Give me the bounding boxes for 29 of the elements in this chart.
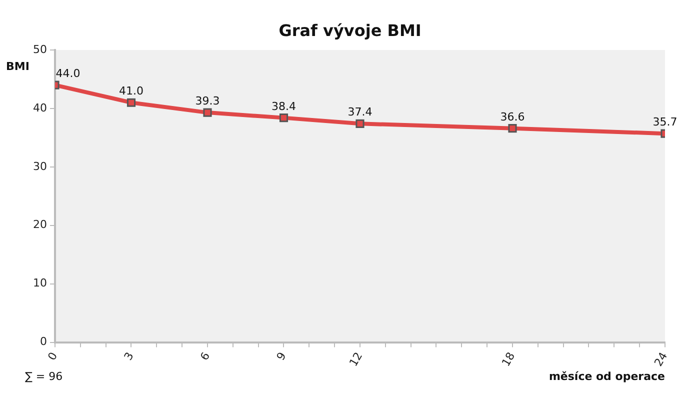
data-label: 41.0 xyxy=(118,84,144,98)
y-axis-title: BMI xyxy=(6,60,30,73)
y-tick-label: 0 xyxy=(40,335,47,348)
y-tick-label: 50 xyxy=(32,42,47,56)
y-tick-label: 10 xyxy=(32,276,47,290)
point xyxy=(508,124,517,133)
x-tick-label: 3 xyxy=(122,350,136,363)
text: ∑ = 96 xyxy=(25,370,63,383)
x-tick-label: 6 xyxy=(198,350,213,363)
y-tick-label: 20 xyxy=(32,218,47,232)
x-tick-label: 0 xyxy=(45,350,60,363)
y-tick-label: 40 xyxy=(32,101,47,114)
data-label: 36.6 xyxy=(500,110,525,124)
data-label: 44.0 xyxy=(56,67,80,80)
data-label: 39.3 xyxy=(195,94,220,108)
point xyxy=(126,98,136,107)
x-tick-label: 12 xyxy=(346,350,366,369)
x-tick-label: 18 xyxy=(499,350,518,369)
x-axis-title: měsíce od operace xyxy=(548,370,665,383)
x-tick-label: 24 xyxy=(652,350,670,369)
data-label: 38.4 xyxy=(272,100,296,113)
y-tick-label: 30 xyxy=(32,160,47,173)
x-tick-label: 9 xyxy=(274,350,289,363)
data-label: 37.4 xyxy=(348,106,372,119)
point xyxy=(356,119,364,128)
chart-title: Graf vývoje BMI xyxy=(278,21,422,40)
point xyxy=(279,114,288,122)
data-label: 35.7 xyxy=(652,116,678,129)
point xyxy=(203,108,212,117)
